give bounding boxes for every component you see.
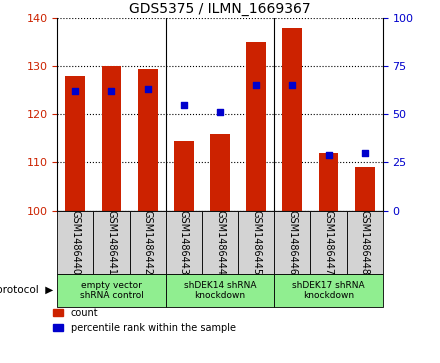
Text: empty vector
shRNA control: empty vector shRNA control (80, 281, 143, 300)
Legend: count, percentile rank within the sample: count, percentile rank within the sample (53, 308, 236, 333)
Text: GSM1486445: GSM1486445 (251, 210, 261, 275)
Point (144, 86, 151, 92)
Text: GSM1486443: GSM1486443 (179, 210, 189, 275)
Title: GDS5375 / ILMN_1669367: GDS5375 / ILMN_1669367 (129, 2, 311, 16)
Text: GSM1486446: GSM1486446 (287, 210, 297, 275)
Text: GSM1486442: GSM1486442 (143, 210, 153, 275)
Text: GSM1486448: GSM1486448 (360, 210, 370, 275)
Bar (355, 167, 375, 211)
Bar (174, 141, 194, 211)
Bar (138, 69, 158, 211)
Text: GSM1486444: GSM1486444 (215, 210, 225, 275)
Point (108, 88, 115, 94)
Text: GSM1486441: GSM1486441 (106, 210, 117, 275)
Text: shDEK14 shRNA
knockdown: shDEK14 shRNA knockdown (184, 281, 256, 300)
Point (180, 102, 187, 107)
Text: shDEK17 shRNA
knockdown: shDEK17 shRNA knockdown (292, 281, 365, 300)
Bar (102, 66, 121, 211)
Text: GSM1486447: GSM1486447 (323, 210, 334, 275)
Point (289, 82, 296, 88)
Text: GSM1486440: GSM1486440 (70, 210, 80, 275)
Point (72, 88, 79, 94)
Bar (210, 134, 230, 211)
Point (361, 150, 368, 156)
Point (253, 82, 260, 88)
Point (325, 152, 332, 158)
Bar (246, 42, 266, 211)
Bar (282, 28, 302, 211)
Bar (66, 76, 85, 211)
Point (216, 110, 224, 115)
Text: protocol  ▶: protocol ▶ (0, 285, 53, 295)
Bar (319, 153, 338, 211)
